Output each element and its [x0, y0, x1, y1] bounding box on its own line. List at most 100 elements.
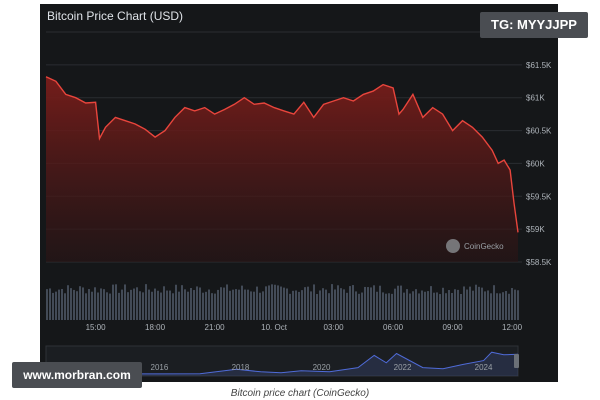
volume-bar: [172, 293, 174, 320]
volume-bar: [475, 284, 477, 320]
volume-bar: [310, 291, 312, 320]
price-chart-panel: Bitcoin Price Chart (USD) $58.5K $59K $59.…: [40, 4, 558, 382]
price-chart-svg[interactable]: $58.5K$59K$59.5K$60K$60.5K$61K$61.5K$62K…: [40, 4, 558, 382]
volume-bar: [301, 290, 303, 320]
x-tick-label: 21:00: [205, 323, 226, 332]
volume-bar: [478, 286, 480, 320]
navigator-tick-label: 2022: [394, 363, 412, 372]
volume-bar: [340, 288, 342, 320]
navigator-area: [46, 352, 518, 376]
volume-bar: [136, 287, 138, 320]
volume-bar: [130, 289, 132, 320]
volume-bar: [148, 289, 150, 320]
volume-bar: [67, 285, 69, 320]
volume-bar: [118, 292, 120, 320]
volume-bar: [373, 285, 375, 320]
y-tick-label: $61K: [526, 94, 545, 103]
volume-bar: [436, 292, 438, 320]
x-tick-label: 06:00: [383, 323, 404, 332]
price-line[interactable]: [45, 76, 519, 233]
volume-bar: [442, 287, 444, 320]
volume-bar: [238, 289, 240, 320]
volume-bar: [385, 293, 387, 320]
y-axis-ticks: $58.5K$59K$59.5K$60K$60.5K$61K$61.5K$62K: [526, 28, 552, 267]
volume-bar: [211, 293, 213, 320]
volume-bar: [403, 292, 405, 320]
volume-bar: [346, 292, 348, 320]
volume-bar: [298, 291, 300, 320]
volume-bar: [205, 291, 207, 320]
volume-bar: [352, 285, 354, 320]
volume-bar: [202, 292, 204, 320]
volume-bar: [319, 290, 321, 320]
volume-bar: [307, 286, 309, 320]
volume-bar: [472, 290, 474, 320]
volume-bar: [406, 289, 408, 320]
volume-bar: [391, 293, 393, 320]
volume-bar: [259, 292, 261, 320]
volume-bar: [190, 288, 192, 320]
volume-bar: [166, 290, 168, 320]
volume-bar: [295, 290, 297, 320]
volume-bar: [244, 289, 246, 320]
volume-bar: [46, 289, 48, 320]
volume-bar: [151, 291, 153, 320]
volume-bar: [262, 291, 264, 320]
volume-bar: [184, 289, 186, 320]
volume-bar: [226, 284, 228, 320]
volume-bar: [76, 291, 78, 320]
volume-bar: [193, 290, 195, 320]
telegram-watermark-badge: TG: MYYJJPP: [480, 12, 588, 38]
volume-bar: [409, 293, 411, 320]
volume-bar: [370, 287, 372, 320]
volume-bar: [265, 286, 267, 320]
site-watermark-badge: www.morbran.com: [12, 362, 142, 388]
volume-bars: [46, 284, 519, 320]
volume-bar: [334, 289, 336, 320]
y-tick-label: $59.5K: [526, 192, 552, 201]
volume-bar: [490, 293, 492, 320]
volume-bar: [127, 292, 129, 320]
volume-bar: [400, 285, 402, 320]
volume-bar: [430, 286, 432, 320]
coingecko-watermark: CoinGecko: [446, 239, 504, 253]
volume-bar: [268, 285, 270, 320]
volume-bar: [154, 288, 156, 320]
volume-bar: [124, 284, 126, 320]
volume-bar: [376, 291, 378, 320]
volume-bar: [283, 287, 285, 320]
volume-bar: [139, 291, 141, 320]
volume-bar: [256, 286, 258, 320]
volume-bar: [253, 291, 255, 320]
coingecko-watermark-text: CoinGecko: [464, 241, 504, 251]
volume-bar: [220, 287, 222, 320]
volume-bar: [355, 291, 357, 320]
volume-bar: [469, 286, 471, 320]
volume-bar: [517, 290, 519, 320]
volume-bar: [235, 289, 237, 320]
volume-bar: [214, 293, 216, 320]
volume-bar: [427, 291, 429, 320]
volume-bar: [364, 286, 366, 320]
volume-bar: [187, 291, 189, 320]
volume-bar: [250, 291, 252, 320]
volume-bar: [109, 293, 111, 320]
volume-bar: [433, 292, 435, 320]
volume-bar: [286, 288, 288, 320]
volume-bar: [223, 287, 225, 320]
volume-bar: [382, 292, 384, 320]
navigator-range-handle[interactable]: [514, 354, 519, 368]
volume-bar: [511, 288, 513, 320]
price-area: [45, 76, 519, 262]
volume-bar: [454, 289, 456, 320]
volume-bar: [82, 287, 84, 320]
volume-bar: [121, 289, 123, 320]
volume-bar: [229, 290, 231, 320]
volume-bar: [88, 289, 90, 320]
volume-bar: [304, 287, 306, 320]
volume-bar: [271, 284, 273, 320]
volume-bar: [397, 285, 399, 320]
volume-bar: [145, 284, 147, 320]
volume-bar: [460, 293, 462, 320]
volume-bar: [388, 293, 390, 320]
